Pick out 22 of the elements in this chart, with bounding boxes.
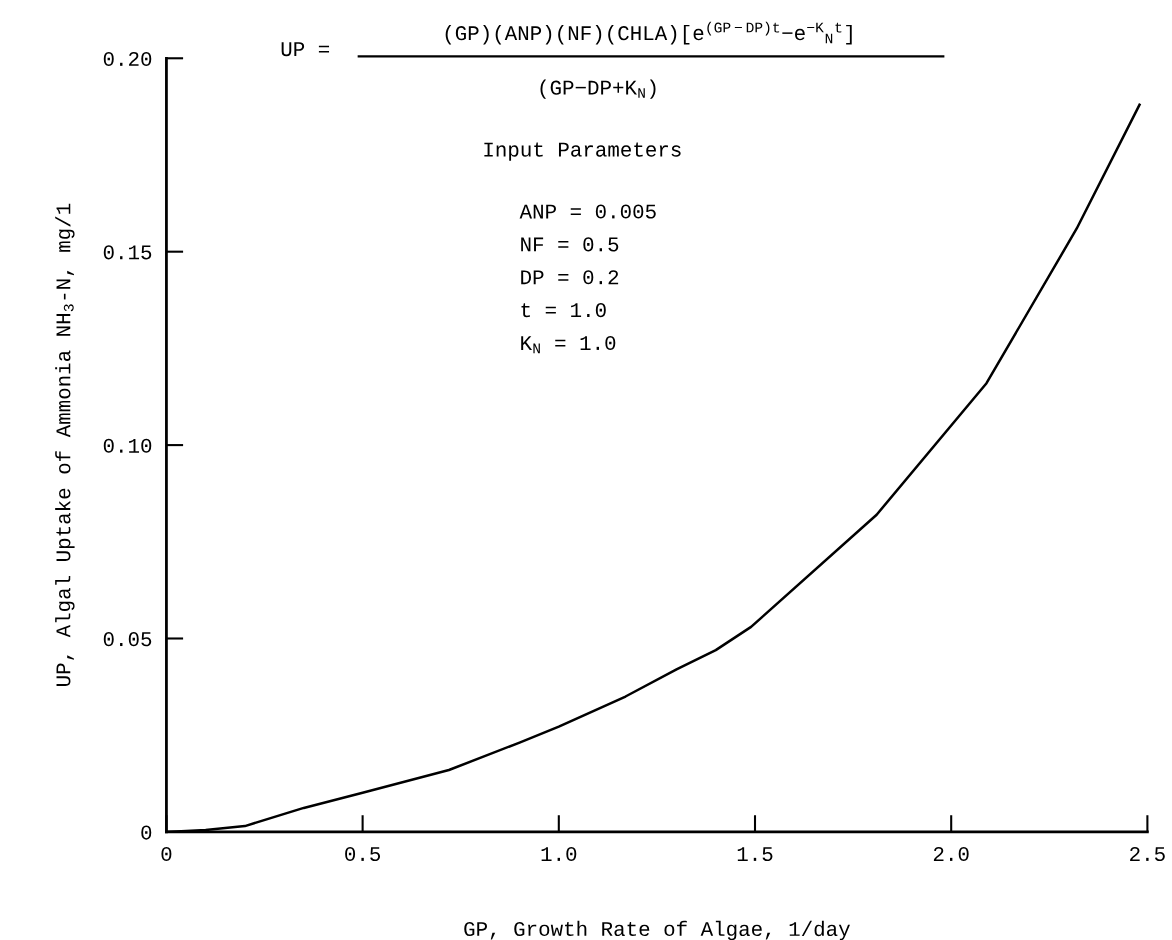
- annotation: (GP−DP+K$_{N}$): [540, 79, 656, 99]
- annotation: Input Parameters: [484, 142, 681, 161]
- text: (GP)(ANP)(NF)(CHLA)[e$^{(GP−DP)t}$−e$^{−K}$$_{N}$$^{t}$]: [445, 21, 852, 45]
- annotation: DP = 0.2: [521, 270, 619, 285]
- x-tick-label: 2.5: [1130, 846, 1165, 862]
- annotation: t = 1.0: [521, 303, 606, 318]
- annotation: K$_{N}$ = 1.0: [521, 335, 616, 354]
- y-tick-label: 0.15: [103, 245, 152, 260]
- x-axis-title: GP, Growth Rate of Algae, 1/day: [464, 920, 850, 940]
- annotation: NF = 0.5: [521, 237, 619, 252]
- x-tick-label: 0: [161, 846, 172, 862]
- x-tick-label: 1.0: [541, 846, 577, 862]
- y-tick-label: 0.20: [103, 51, 152, 67]
- x-tick-label: 2.0: [933, 846, 969, 862]
- annotation: ANP = 0.005: [519, 204, 656, 219]
- y-tick-label: 0.10: [103, 438, 152, 453]
- y-axis-title: UP, Algal Uptake of Ammonia NH$_{3}$-N, mg/1: [55, 203, 75, 686]
- x-tick-label: 1.5: [737, 847, 773, 862]
- y-tick-label: 0.05: [103, 632, 152, 647]
- x-tick-label: 0.5: [345, 846, 381, 862]
- text: UP =: [281, 42, 330, 57]
- y-tick-label: 0: [141, 825, 152, 840]
